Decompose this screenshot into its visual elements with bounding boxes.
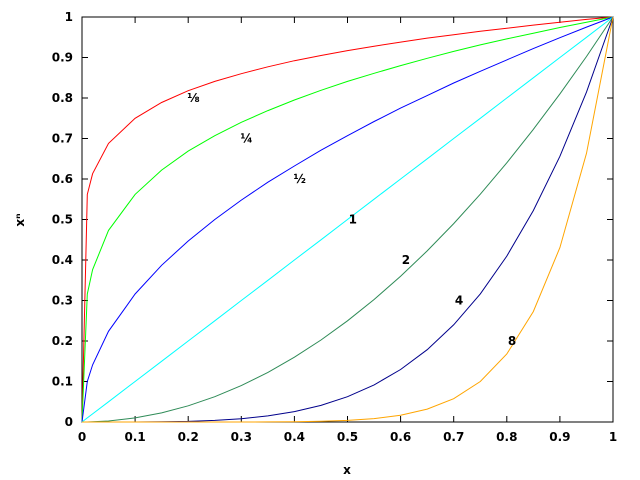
- x-tick-label: 0.7: [443, 430, 464, 444]
- series-label-1: ¼: [240, 132, 252, 146]
- x-axis-label: x: [343, 463, 351, 477]
- series-line-0: [81, 16, 614, 423]
- y-tick-label: 0.9: [52, 51, 73, 65]
- y-tick-label: 0.5: [52, 213, 73, 227]
- x-tick-label: 0.6: [390, 430, 411, 444]
- y-tick-label: 0.2: [52, 334, 73, 348]
- series-line-4: [82, 16, 614, 423]
- y-tick-label: 0.7: [52, 132, 73, 146]
- x-tick-label: 0.1: [124, 430, 145, 444]
- series-line-1: [81, 16, 614, 423]
- x-tick-label: 0.3: [231, 430, 252, 444]
- y-tick-label: 1: [65, 10, 73, 24]
- y-tick-label: 0.4: [52, 253, 73, 267]
- x-tick-label: 0.2: [178, 430, 199, 444]
- series-line-6: [82, 16, 614, 423]
- series-line-3: [81, 16, 614, 423]
- y-tick-label: 0.6: [52, 172, 73, 186]
- x-tick-label: 0: [78, 430, 86, 444]
- y-tick-label: 0.8: [52, 91, 73, 105]
- series-label-4: 2: [402, 253, 410, 267]
- y-tick-label: 0.1: [52, 375, 73, 389]
- x-tick-label: 1: [609, 430, 617, 444]
- y-axis-label: xⁿ: [13, 213, 27, 226]
- x-tick-label: 0.5: [337, 430, 358, 444]
- series-line-2: [81, 16, 614, 423]
- x-tick-label: 0.4: [284, 430, 305, 444]
- x-tick-label: 0.8: [496, 430, 517, 444]
- x-tick-label: 0.9: [549, 430, 570, 444]
- series-label-5: 4: [455, 294, 463, 308]
- series-label-6: 8: [508, 334, 516, 348]
- series-label-0: ⅛: [187, 91, 199, 105]
- series-label-3: 1: [349, 213, 357, 227]
- series-label-2: ½: [293, 172, 305, 186]
- y-tick-label: 0: [65, 415, 73, 429]
- y-tick-label: 0.3: [52, 294, 73, 308]
